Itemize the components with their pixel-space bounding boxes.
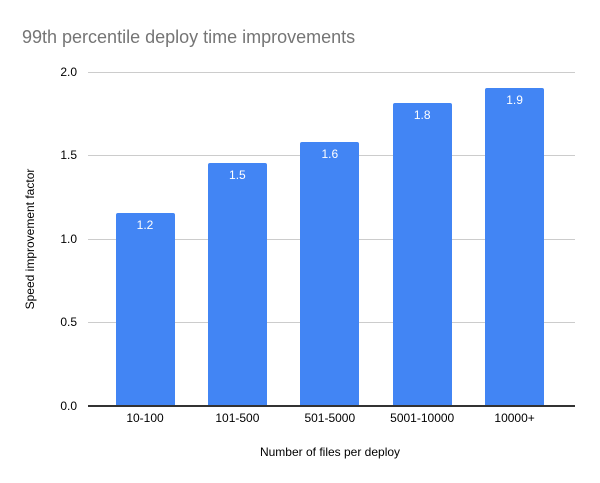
bar-value-label: 1.8: [413, 108, 431, 123]
x-tick-label: 10-100: [126, 411, 164, 425]
y-tick-label: 2.0: [60, 64, 77, 79]
bar-value-label: 1.2: [136, 218, 154, 233]
y-tick-label: 0.5: [60, 315, 77, 329]
bar-value-label: 1.5: [229, 168, 246, 183]
y-tick-label: 1.5: [60, 148, 77, 162]
x-tick-label: 101-500: [215, 411, 260, 425]
x-tick-label: 501-5000: [304, 411, 356, 425]
bar-10000+: 1.9: [485, 88, 545, 406]
bar-101-500: 1.5: [207, 163, 267, 406]
x-axis-baseline: [88, 404, 575, 407]
x-axis-title: Number of files per deploy: [259, 445, 401, 459]
bar-5001-10000: 1.8: [392, 103, 452, 406]
y-tick-label: 1.0: [60, 231, 77, 246]
x-tick-label: 5001-10000: [390, 411, 455, 425]
bar-value-label: 1.9: [506, 93, 523, 108]
bar-10-100: 1.2: [115, 213, 175, 406]
x-tick-label: 10000+: [494, 411, 535, 425]
y-axis-title: Speed improvement factor: [23, 168, 37, 310]
bar-501-5000: 1.6: [300, 141, 360, 406]
bar-value-label: 1.6: [321, 146, 339, 161]
y-tick-label: 0.0: [60, 398, 77, 413]
chart-title: 99th percentile deploy time improvements: [22, 27, 356, 47]
gridline: [88, 71, 575, 73]
